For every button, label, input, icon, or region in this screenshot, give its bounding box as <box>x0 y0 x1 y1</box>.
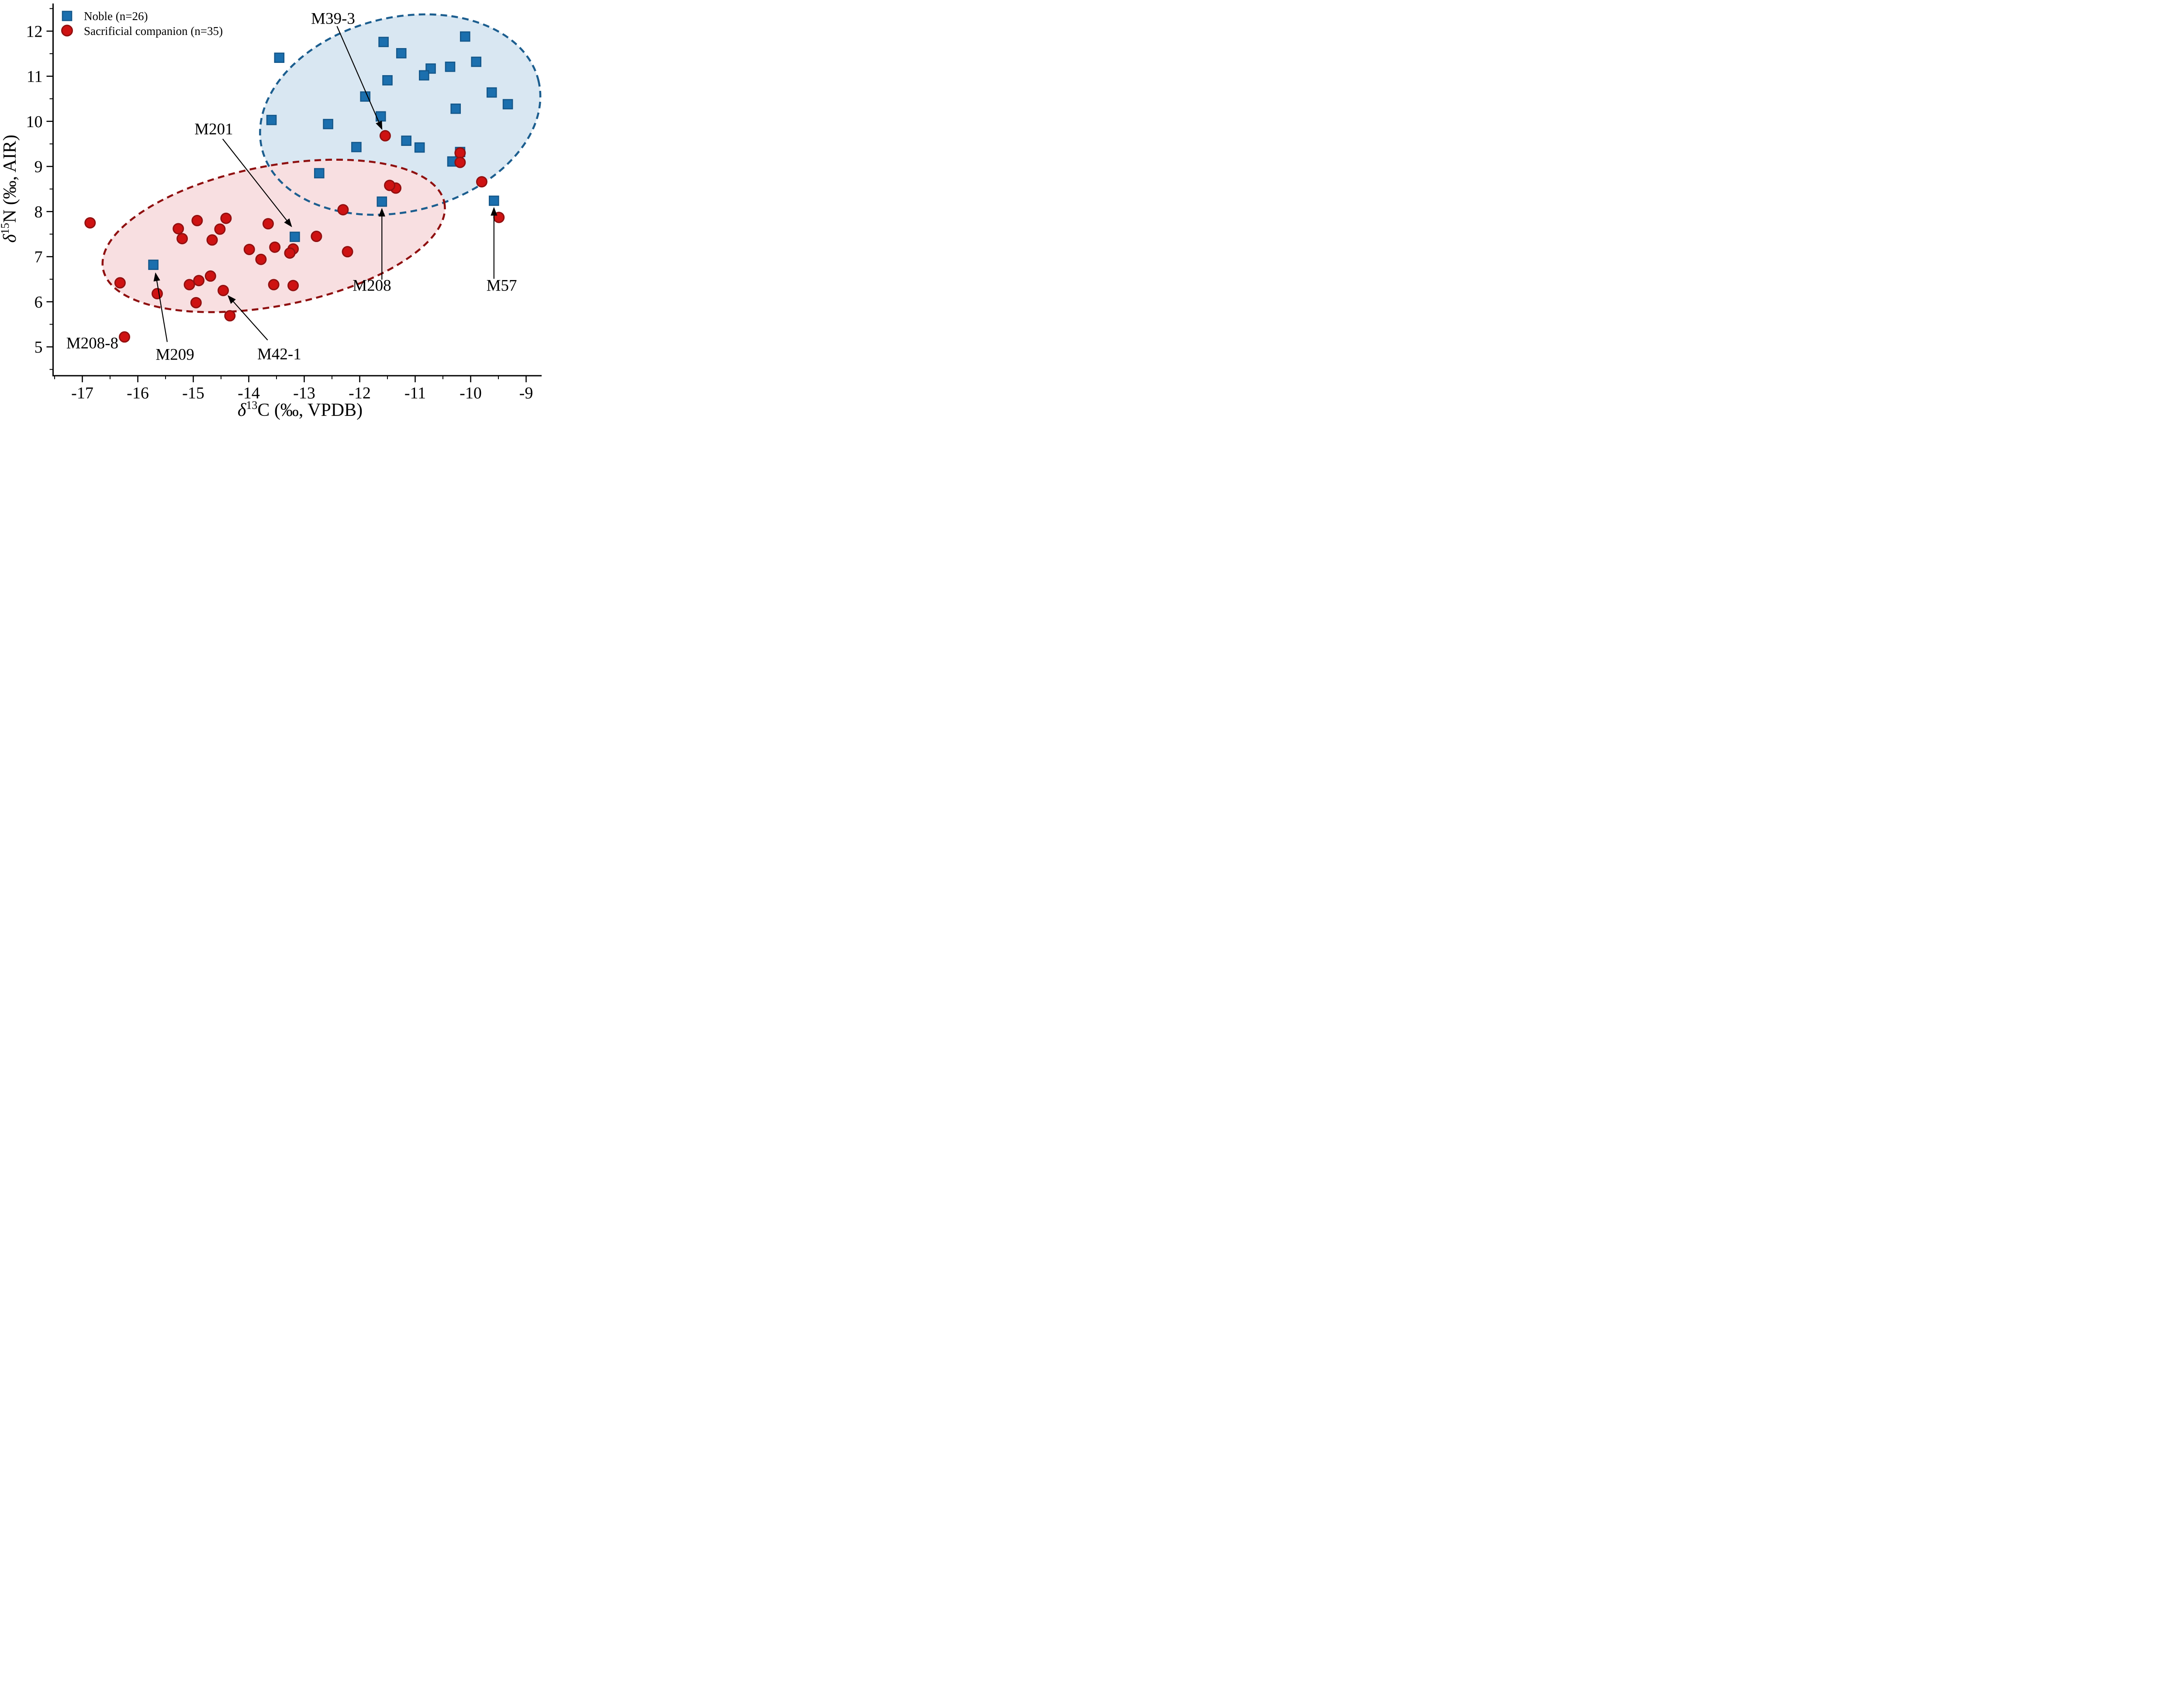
legend-label-companion: Sacrificial companion (n=35) <box>84 24 223 38</box>
y-axis-title: δ15N (‰, AIR) <box>0 135 20 242</box>
y-tick-label: 5 <box>35 338 43 356</box>
companion-point <box>454 147 466 159</box>
companion-point <box>206 234 218 246</box>
companion-point <box>493 211 505 223</box>
companion-point <box>190 297 202 308</box>
isotope-scatter-figure: -17 -16 -15 -14 -13 -12 -11 -10 -9 12 11 10 9 8 7 6 5 δ13… <box>0 0 546 425</box>
x-axis-title: δ13C (‰, VPDB) <box>238 399 363 420</box>
noble-point <box>489 195 499 206</box>
noble-point <box>396 48 407 59</box>
companion-point <box>243 243 255 255</box>
companion-point <box>176 233 188 245</box>
y-tick-label: 12 <box>26 22 43 41</box>
noble-point <box>502 99 513 110</box>
y-tick-label: 6 <box>35 293 43 311</box>
y-tick-label: 7 <box>35 248 43 266</box>
noble-point <box>378 37 389 47</box>
legend: Noble (n=26)Sacrificial companion (n=35) <box>61 10 223 38</box>
x-tick-label: -9 <box>519 384 533 402</box>
companion-point <box>379 130 391 142</box>
x-tick-label: -15 <box>182 384 204 402</box>
companion-point <box>262 218 274 230</box>
companion-point <box>476 176 487 188</box>
companion-point <box>337 204 349 216</box>
noble-point <box>382 75 393 86</box>
annotation-arrow <box>222 138 292 228</box>
noble-point <box>360 91 371 102</box>
noble-point <box>450 104 461 114</box>
companion-ellipse-outline <box>101 159 446 313</box>
companion-point <box>268 279 280 291</box>
x-tick-label: -11 <box>404 384 426 402</box>
annotation-label: M201 <box>194 120 233 138</box>
noble-point <box>274 52 285 63</box>
companion-point <box>269 241 281 253</box>
noble-point <box>414 142 425 153</box>
y-tick-label: 11 <box>27 68 43 86</box>
x-tick-label: -17 <box>71 384 93 402</box>
noble-point <box>266 114 277 125</box>
companion-point <box>384 180 396 191</box>
companion-point <box>119 331 131 343</box>
legend-noble-square-icon <box>62 10 73 21</box>
annotation-label: M208 <box>352 277 391 295</box>
x-tick-label: -16 <box>127 384 149 402</box>
annotation-label: M208-8 <box>66 335 118 353</box>
noble-point <box>486 87 497 98</box>
annotation-arrow <box>336 26 383 130</box>
companion-point <box>193 275 205 287</box>
companion-point <box>224 310 236 322</box>
noble-point <box>323 119 333 129</box>
noble-ellipse-outline <box>259 13 542 216</box>
noble-point <box>377 196 387 207</box>
companion-point <box>183 279 195 291</box>
companion-point <box>173 223 184 235</box>
x-tick-label: -10 <box>460 384 482 402</box>
y-tick-label: 8 <box>35 203 43 221</box>
y-tick-label: 9 <box>35 158 43 176</box>
x-tick-label: -13 <box>293 384 315 402</box>
annotations: M39-3 M201 M208 M57 M209 M42-1 M208-8 <box>66 10 517 363</box>
companion-point <box>204 270 216 282</box>
annotation-label: M209 <box>156 346 194 364</box>
companion-point <box>151 288 163 300</box>
noble-point <box>460 31 470 42</box>
axes: -17 -16 -15 -14 -13 -12 -11 -10 -9 12 11 10 9 8 7 6 5 δ13… <box>0 3 542 420</box>
x-tick-label: -12 <box>349 384 371 402</box>
companion-ellipse-fill <box>102 159 445 312</box>
annotation-label: M57 <box>487 277 517 295</box>
noble-point <box>148 260 159 270</box>
companion-point <box>342 246 353 258</box>
companion-point <box>311 231 322 242</box>
annotation-arrow <box>228 295 268 341</box>
noble-point <box>445 62 456 72</box>
noble-point <box>401 135 411 146</box>
data-points <box>84 31 513 343</box>
x-tick-label: -14 <box>238 384 260 402</box>
companion-point <box>218 284 229 296</box>
annotation-arrow <box>153 272 168 342</box>
ellipse-fills <box>102 14 541 312</box>
companion-point <box>191 215 203 226</box>
legend-label-noble: Noble (n=26) <box>84 10 148 23</box>
companion-point <box>114 277 126 289</box>
plot-svg: -17 -16 -15 -14 -13 -12 -11 -10 -9 12 11 10 9 8 7 6 5 δ13… <box>0 3 542 420</box>
annotation-label: M39-3 <box>311 10 355 28</box>
companion-point <box>220 212 232 224</box>
noble-point <box>351 142 362 152</box>
annotation-label: M42-1 <box>257 346 301 363</box>
noble-point <box>419 70 429 81</box>
y-tick-label: 10 <box>26 113 43 131</box>
companion-point <box>84 217 96 229</box>
companion-point <box>284 247 296 259</box>
legend-companion-circle-icon <box>61 24 73 37</box>
noble-point <box>290 232 300 242</box>
companion-point <box>454 156 466 168</box>
companion-point <box>214 223 226 235</box>
noble-point <box>471 56 481 67</box>
companion-point <box>255 253 267 265</box>
noble-point <box>314 168 325 179</box>
companion-point <box>287 280 299 291</box>
